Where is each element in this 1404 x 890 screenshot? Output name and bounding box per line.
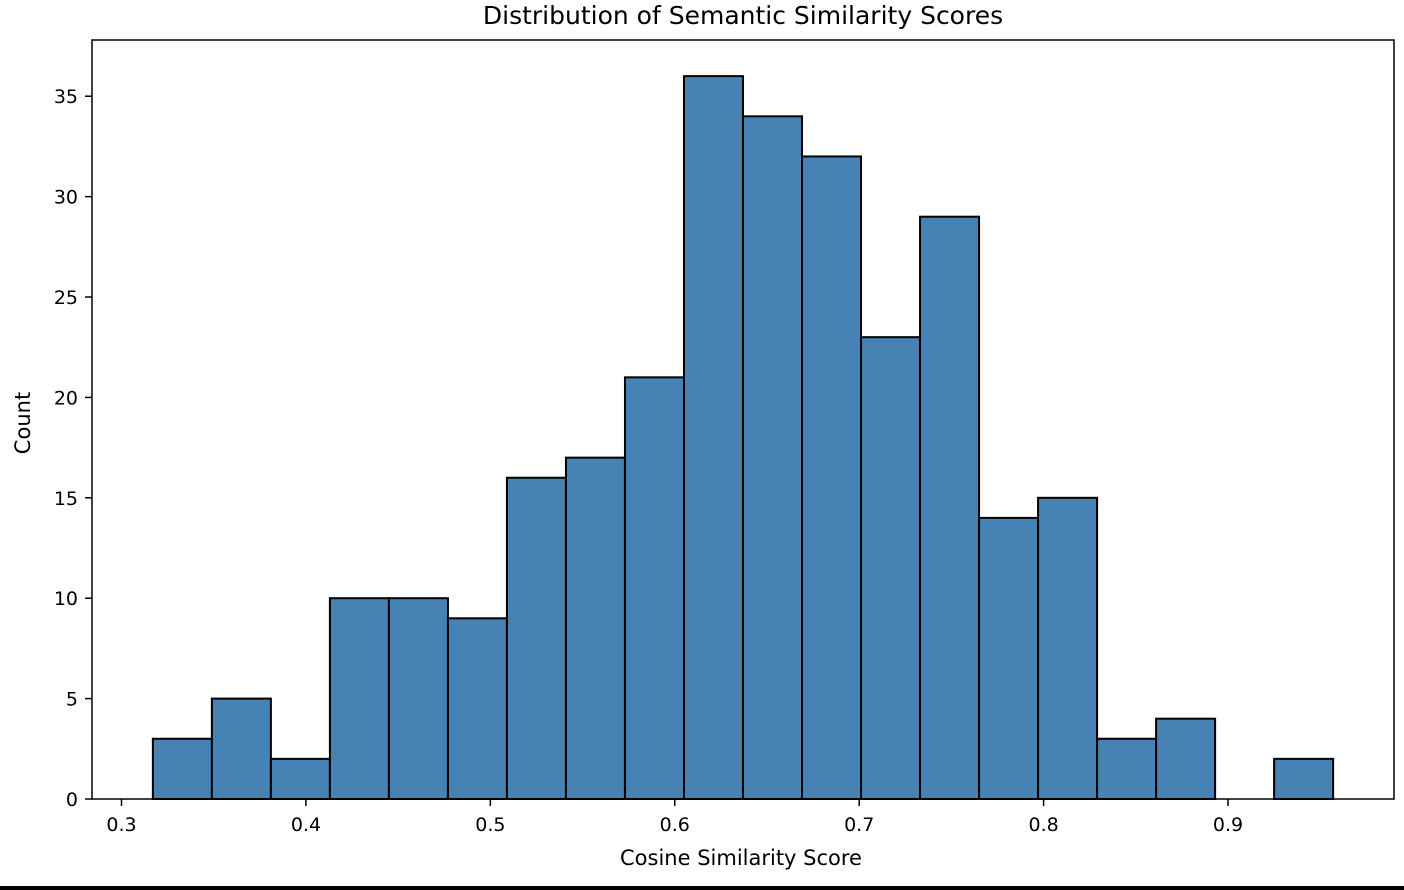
bars-group bbox=[151, 75, 1335, 801]
y-axis-ticks: 0 5 10 15 20 25 30 35 bbox=[54, 86, 92, 811]
histogram-bar bbox=[505, 476, 567, 800]
histogram-bar bbox=[210, 697, 272, 800]
y-tick-label: 5 bbox=[66, 689, 78, 711]
y-tick-label: 35 bbox=[54, 86, 78, 108]
histogram-bar bbox=[151, 737, 213, 801]
histogram-bar bbox=[742, 115, 804, 801]
histogram-bar bbox=[860, 336, 922, 800]
histogram-bar bbox=[1155, 717, 1217, 800]
histogram-bar bbox=[1096, 737, 1158, 801]
x-axis-label: Cosine Similarity Score bbox=[620, 846, 862, 870]
histogram-bar bbox=[623, 376, 685, 800]
y-tick-label: 15 bbox=[54, 488, 78, 510]
histogram-bar bbox=[269, 757, 331, 801]
x-tick-label: 0.3 bbox=[106, 814, 136, 836]
x-tick-label: 0.8 bbox=[1028, 814, 1058, 836]
y-tick-label: 10 bbox=[54, 588, 78, 610]
histogram-bar bbox=[387, 597, 449, 801]
x-tick-label: 0.5 bbox=[475, 814, 505, 836]
chart-title: Distribution of Semantic Similarity Scor… bbox=[483, 1, 1003, 30]
histogram-bar bbox=[564, 456, 626, 800]
y-tick-label: 20 bbox=[54, 387, 78, 409]
histogram-bar bbox=[919, 215, 981, 800]
x-tick-label: 0.9 bbox=[1213, 814, 1243, 836]
histogram-bar bbox=[1037, 496, 1099, 800]
x-tick-label: 0.7 bbox=[844, 814, 874, 836]
histogram-bar bbox=[801, 155, 863, 800]
y-tick-label: 0 bbox=[66, 789, 78, 811]
y-axis-label: Count bbox=[11, 392, 35, 454]
histogram-bar bbox=[1273, 757, 1335, 801]
x-axis-ticks: 0.3 0.4 0.5 0.6 0.7 0.8 0.9 bbox=[106, 799, 1243, 836]
x-tick-label: 0.6 bbox=[660, 814, 690, 836]
y-tick-label: 30 bbox=[54, 187, 78, 209]
plot-frame bbox=[91, 39, 1395, 800]
histogram-bar bbox=[978, 516, 1040, 800]
x-tick-label: 0.4 bbox=[291, 814, 321, 836]
histogram-bar bbox=[328, 597, 390, 801]
y-tick-label: 25 bbox=[54, 287, 78, 309]
histogram-bar bbox=[446, 617, 508, 800]
histogram-bar bbox=[682, 75, 744, 800]
